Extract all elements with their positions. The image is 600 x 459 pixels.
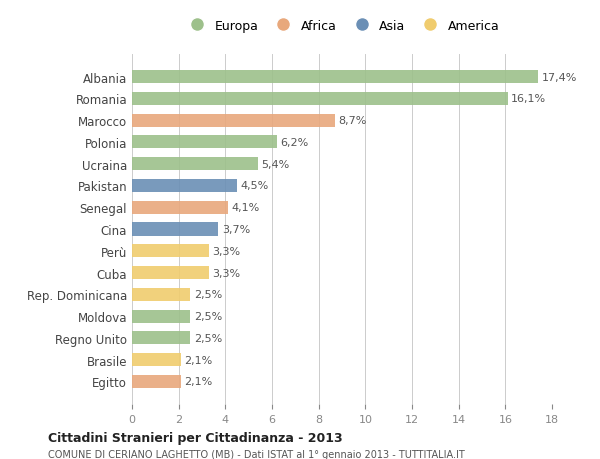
- Bar: [132, 114, 335, 128]
- Text: 16,1%: 16,1%: [511, 94, 546, 104]
- Bar: [132, 223, 218, 236]
- Text: Cittadini Stranieri per Cittadinanza - 2013: Cittadini Stranieri per Cittadinanza - 2…: [48, 431, 343, 444]
- Text: 3,3%: 3,3%: [212, 246, 241, 256]
- Bar: [132, 201, 227, 214]
- Bar: [132, 375, 181, 388]
- Bar: [132, 331, 190, 345]
- Bar: [132, 93, 508, 106]
- Bar: [132, 71, 538, 84]
- Bar: [132, 266, 209, 280]
- Text: 17,4%: 17,4%: [541, 73, 577, 83]
- Text: 8,7%: 8,7%: [338, 116, 367, 126]
- Bar: [132, 310, 190, 323]
- Bar: [132, 158, 258, 171]
- Text: 2,1%: 2,1%: [185, 355, 213, 365]
- Bar: [132, 288, 190, 301]
- Text: 4,5%: 4,5%: [241, 181, 269, 191]
- Text: 5,4%: 5,4%: [262, 159, 290, 169]
- Text: 2,5%: 2,5%: [194, 290, 222, 300]
- Text: 4,1%: 4,1%: [231, 203, 259, 213]
- Bar: [132, 136, 277, 149]
- Bar: [132, 353, 181, 366]
- Text: COMUNE DI CERIANO LAGHETTO (MB) - Dati ISTAT al 1° gennaio 2013 - TUTTITALIA.IT: COMUNE DI CERIANO LAGHETTO (MB) - Dati I…: [48, 449, 465, 459]
- Text: 6,2%: 6,2%: [280, 138, 308, 148]
- Legend: Europa, Africa, Asia, America: Europa, Africa, Asia, America: [181, 16, 503, 36]
- Bar: [132, 179, 237, 193]
- Bar: [132, 245, 209, 258]
- Text: 3,3%: 3,3%: [212, 268, 241, 278]
- Text: 2,5%: 2,5%: [194, 333, 222, 343]
- Text: 2,5%: 2,5%: [194, 311, 222, 321]
- Text: 2,1%: 2,1%: [185, 376, 213, 386]
- Text: 3,7%: 3,7%: [222, 224, 250, 235]
